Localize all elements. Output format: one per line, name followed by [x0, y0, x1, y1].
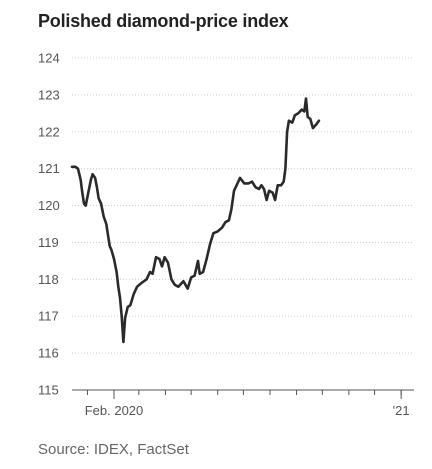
x-axis — [72, 389, 414, 399]
y-tick-label: 123 — [38, 87, 60, 102]
y-tick-label: 116 — [38, 346, 59, 361]
y-tick-label: 117 — [38, 309, 59, 324]
series — [70, 97, 321, 344]
source-note: Source: IDEX, FactSet — [38, 441, 189, 458]
line-chart: 115 116 117 118 119 120 121 122 123 124 Feb. 2020 '… — [38, 51, 414, 419]
y-tick-label: 121 — [38, 161, 60, 176]
x-tick-label: Feb. 2020 — [85, 403, 144, 418]
y-tick-label: 122 — [38, 124, 60, 139]
x-tick-label: '21 — [393, 403, 410, 418]
y-tick-label: 120 — [38, 198, 60, 213]
y-tick-label: 115 — [38, 383, 59, 398]
y-tick-label: 124 — [38, 51, 60, 66]
y-tick-label: 119 — [38, 235, 59, 250]
gridlines — [72, 57, 414, 354]
chart-title: Polished diamond-price index — [38, 11, 289, 31]
series-line — [70, 97, 321, 344]
y-tick-label: 118 — [38, 272, 59, 287]
axis-labels: 115 116 117 118 119 120 121 122 123 124 Feb. 2020 '… — [38, 51, 410, 419]
